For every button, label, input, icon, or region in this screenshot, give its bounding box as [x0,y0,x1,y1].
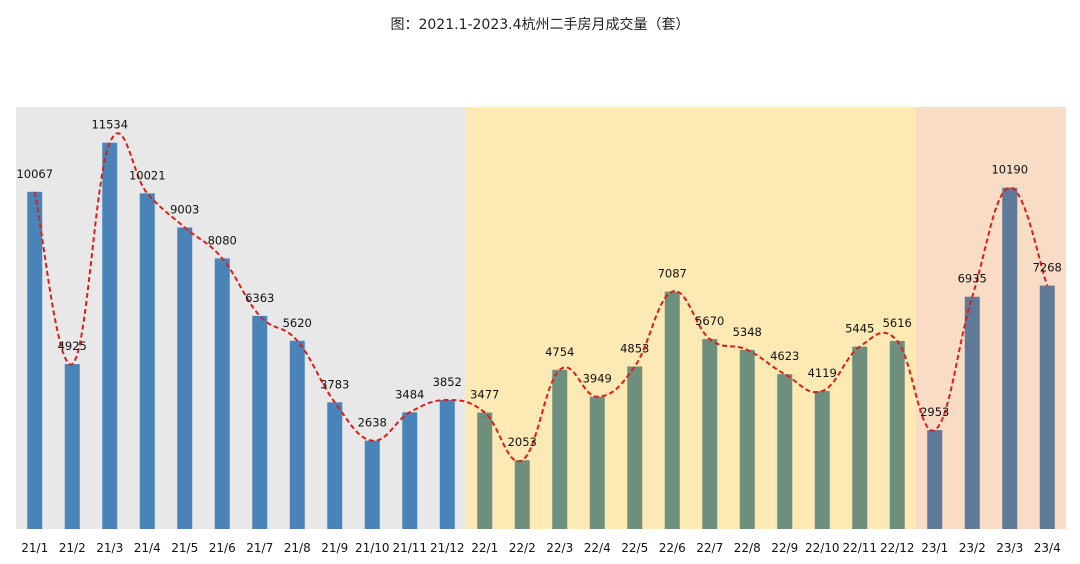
x-tick-21-4: 21/4 [134,541,161,555]
bar-21-7 [252,315,268,529]
x-tick-21-7: 21/7 [246,541,273,555]
value-label-22-1: 3477 [470,388,499,402]
value-label-21-11: 3484 [395,387,424,401]
value-label-21-10: 2638 [358,416,387,430]
bar-21-8 [289,340,305,529]
x-tick-21-12: 21/12 [430,541,465,555]
bar-23-1 [927,430,943,529]
bar-21-5 [177,227,193,529]
value-label-21-4: 10021 [129,168,166,182]
bar-21-12 [439,399,455,529]
x-tick-23-4: 23/4 [1034,541,1061,555]
trend-line [33,132,1049,463]
bar-22-6 [664,291,680,529]
x-tick-23-1: 23/1 [921,541,948,555]
x-tick-21-1: 21/1 [21,541,48,555]
value-label-22-5: 4853 [620,341,649,355]
trend-line-path [33,132,1049,463]
value-label-21-1: 10067 [16,167,53,181]
value-label-22-3: 4754 [545,345,574,359]
value-label-21-3: 11534 [91,118,128,132]
x-tick-21-3: 21/3 [96,541,123,555]
bar-22-12 [889,340,905,529]
value-label-22-11: 5445 [845,322,874,336]
bar-21-3 [102,142,118,529]
x-tick-21-11: 21/11 [392,541,427,555]
bar-21-1 [27,191,43,530]
background-band-2022 [466,107,916,529]
value-label-21-7: 6363 [245,291,274,305]
x-tick-21-9: 21/9 [321,541,348,555]
value-label-23-1: 2953 [920,405,949,419]
x-tick-23-2: 23/2 [959,541,986,555]
value-label-22-8: 5348 [733,325,762,339]
value-label-21-6: 8080 [208,233,237,247]
x-tick-22-9: 22/9 [771,541,798,555]
bar-22-2 [514,460,530,529]
bars [27,142,1055,530]
value-label-23-4: 7268 [1033,261,1062,275]
bar-22-10 [814,391,830,529]
x-tick-22-4: 22/4 [584,541,611,555]
x-tick-21-8: 21/8 [284,541,311,555]
x-tick-22-7: 22/7 [696,541,723,555]
bar-21-11 [402,412,418,529]
value-label-22-12: 5616 [883,316,912,330]
x-tick-23-3: 23/3 [996,541,1023,555]
value-label-22-7: 5670 [695,314,724,328]
bar-value-labels: 10067 4925 11534 10021 9003 8080 6363 5620 3783 2… [16,118,1061,450]
value-label-23-2: 6935 [958,272,987,286]
x-tick-22-10: 22/10 [805,541,840,555]
x-tick-22-3: 22/3 [546,541,573,555]
x-tick-22-12: 22/12 [880,541,915,555]
x-tick-22-5: 22/5 [621,541,648,555]
bar-21-10 [364,440,380,529]
value-label-22-9: 4623 [770,349,799,363]
bar-22-4 [589,396,605,529]
bar-21-6 [214,258,230,529]
value-label-21-9: 3783 [320,377,349,391]
bar-22-11 [852,346,868,529]
x-tick-21-5: 21/5 [171,541,198,555]
bar-23-2 [964,296,980,529]
bar-22-1 [477,412,493,529]
bar-22-8 [739,349,755,529]
x-tick-21-10: 21/10 [355,541,390,555]
bar-22-9 [777,374,793,529]
x-tick-22-11: 22/11 [842,541,877,555]
value-label-23-3: 10190 [991,163,1028,177]
x-axis-tick-labels: 21/1 21/2 21/3 21/4 21/5 21/6 21/7 21/8 21/9 21/1… [21,541,1060,555]
bar-21-9 [327,402,343,529]
bar-23-4 [1039,285,1055,529]
x-tick-22-6: 22/6 [659,541,686,555]
x-tick-22-8: 22/8 [734,541,761,555]
value-label-22-2: 2053 [508,435,537,449]
value-label-21-2: 4925 [58,339,87,353]
x-tick-21-6: 21/6 [209,541,236,555]
value-label-22-10: 4119 [808,366,837,380]
bar-22-3 [552,369,568,529]
value-label-21-12: 3852 [433,375,462,389]
x-tick-21-2: 21/2 [59,541,86,555]
bar-21-2 [64,364,80,529]
value-label-22-4: 3949 [583,372,612,386]
bar-22-5 [627,366,643,529]
x-tick-22-2: 22/2 [509,541,536,555]
x-tick-22-1: 22/1 [471,541,498,555]
bar-23-3 [1002,187,1018,529]
background-band-2021 [16,107,466,529]
bar-21-4 [139,193,155,529]
value-label-21-8: 5620 [283,316,312,330]
bar-22-7 [702,339,718,529]
value-label-21-5: 9003 [170,202,199,216]
chart-title: 图：2021.1-2023.4杭州二手房月成交量（套） [390,17,690,33]
value-label-22-6: 7087 [658,267,687,281]
